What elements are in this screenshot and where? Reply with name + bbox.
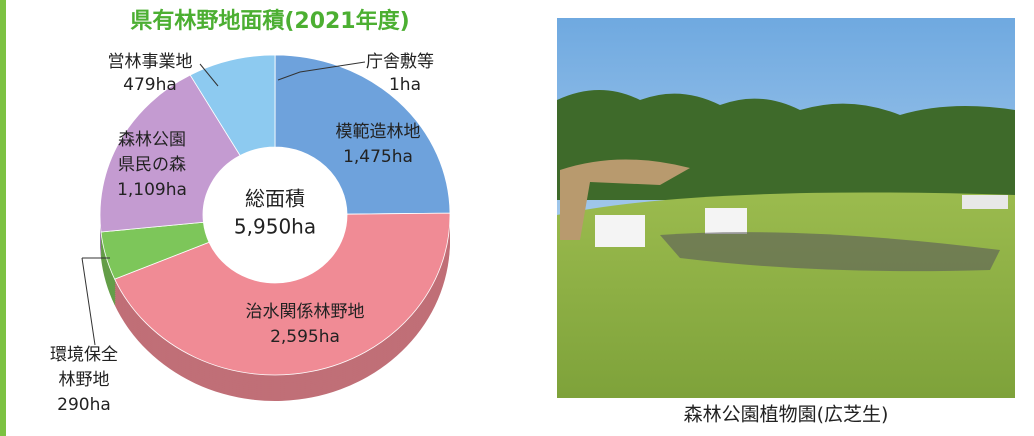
center-label: 5,950ha — [234, 215, 316, 239]
slice-label: 環境保全林野地 — [50, 345, 118, 390]
slice-label: 治水関係林野地 — [246, 302, 365, 322]
center-label: 総面積 — [245, 187, 305, 211]
slice-label: 営林事業地 — [108, 52, 193, 72]
photo — [557, 18, 1015, 398]
slice-label: 庁舎敷等 — [366, 52, 434, 72]
value-label: 1ha — [389, 75, 421, 95]
value-label: 290ha — [57, 395, 111, 415]
value-label: 1,475ha — [343, 147, 413, 167]
photo-caption: 森林公園植物園(広芝生) — [684, 404, 889, 426]
slice-label: 模範造林地 — [336, 122, 421, 142]
value-label: 2,595ha — [270, 327, 340, 347]
slice-label: 森林公園県民の森 — [118, 130, 186, 175]
donut-hole — [203, 147, 347, 283]
slice — [114, 212, 451, 376]
leader-line — [199, 63, 219, 87]
donut-chart: 庁舎敷等 1ha 模範造林地 1,475ha 治水関係林野地 2,595ha 環境保全林野地… — [50, 52, 451, 415]
leader-line — [277, 61, 366, 81]
value-label: 479ha — [123, 75, 177, 95]
chart-title: 県有林野地面積(2021年度) — [130, 8, 409, 34]
leader-line — [81, 257, 110, 346]
side-bar — [0, 0, 6, 436]
value-label: 1,109ha — [117, 180, 187, 200]
